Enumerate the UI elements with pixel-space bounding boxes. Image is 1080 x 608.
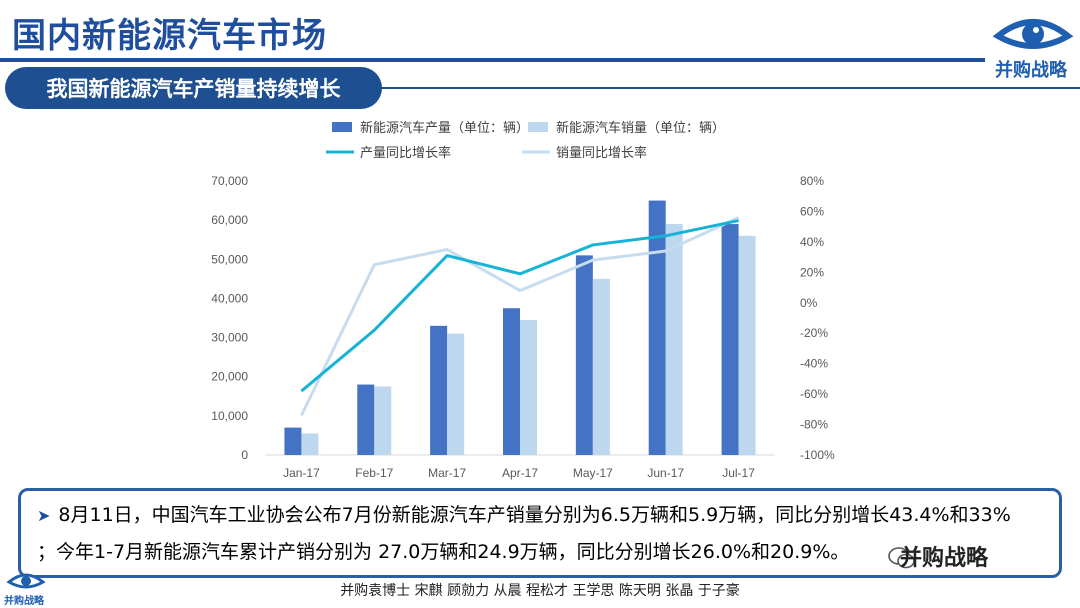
production-bar: [284, 427, 302, 455]
y-left-tick-label: 30,000: [211, 331, 248, 345]
y-right-tick-label: -20%: [800, 326, 828, 340]
wechat-icon: [888, 547, 915, 569]
sales-bar: [520, 319, 537, 455]
y-right-tick-label: 0%: [800, 296, 818, 310]
x-tick-label: Apr-17: [502, 466, 538, 480]
production-bar: [357, 384, 375, 455]
y-left-tick-label: 60,000: [211, 213, 248, 227]
y-right-tick-label: -60%: [800, 387, 828, 401]
x-tick-label: Jul-17: [722, 466, 755, 480]
production-bar: [648, 200, 666, 455]
page-title: 国内新能源汽车市场: [12, 16, 327, 56]
y-left-tick-label: 50,000: [211, 252, 248, 266]
sales-bar: [301, 433, 319, 455]
note-text-line1: 8月11日，中国汽车工业协会公布7月份新能源汽车产销量分别为6.5万辆和5.9万…: [58, 504, 1011, 526]
production-growth-line: [300, 219, 739, 393]
section-subtitle: 我国新能源汽车产销量持续增长: [5, 67, 382, 109]
logo-text: 并购战略: [995, 60, 1067, 81]
y-left-tick-label: 10,000: [211, 409, 248, 423]
y-right-tick-label: 40%: [800, 235, 824, 249]
production-bar: [575, 255, 593, 455]
y-left-tick-label: 70,000: [211, 174, 248, 188]
sales-bar: [447, 333, 465, 455]
production-bar: [430, 325, 448, 455]
y-left-tick-label: 20,000: [211, 370, 248, 384]
y-right-tick-label: -40%: [800, 357, 828, 371]
sales-growth-line: [300, 216, 740, 417]
x-tick-label: Jun-17: [647, 466, 684, 480]
eye-logo-small-icon: [6, 573, 46, 589]
production-bar: [721, 224, 739, 455]
x-tick-label: Feb-17: [355, 466, 393, 480]
sales-bar: [592, 278, 610, 455]
x-tick-label: Mar-17: [428, 466, 466, 480]
bullet-arrow-icon: ➤: [37, 506, 51, 525]
eye-logo-icon: [992, 19, 1074, 49]
y-right-tick-label: 60%: [800, 204, 824, 218]
y-right-tick-label: -100%: [800, 448, 835, 462]
watermark-text: 并购战略: [900, 546, 989, 571]
x-tick-label: May-17: [573, 466, 613, 480]
legend-label: 新能源汽车销量（单位：辆）: [556, 120, 725, 136]
y-right-tick-label: 20%: [800, 265, 824, 279]
legend-label: 销量同比增长率: [556, 145, 647, 161]
sales-bar: [374, 386, 392, 455]
summary-note: ➤ 8月11日，中国汽车工业协会公布7月份新能源汽车产销量分别为6.5万辆和5.9…: [18, 488, 1062, 578]
note-text-line2: ；今年1-7月新能源汽车累计产销分别为 27.0万辆和24.9万辆，同比分别增长…: [37, 541, 850, 563]
sales-bar: [738, 235, 756, 455]
y-left-tick-label: 0: [241, 448, 248, 462]
footer-authors: 并购袁博士 宋麒 顾勍力 从晨 程松才 王学思 陈天明 张晶 于子豪: [340, 583, 740, 599]
legend-label: 产量同比增长率: [360, 145, 451, 161]
logo-small-text: 并购战略: [4, 596, 44, 607]
production-bar: [503, 308, 520, 455]
subtitle-divider: [382, 87, 1080, 89]
y-left-tick-label: 40,000: [211, 291, 248, 305]
x-tick-label: Jan-17: [283, 466, 320, 480]
legend-swatch: [528, 122, 548, 132]
title-divider: [0, 58, 985, 62]
y-right-tick-label: 80%: [800, 174, 824, 188]
legend-label: 新能源汽车产量（单位：辆）: [360, 120, 529, 136]
sales-bar: [665, 224, 683, 455]
legend-swatch: [332, 122, 352, 132]
y-right-tick-label: -80%: [800, 418, 828, 432]
